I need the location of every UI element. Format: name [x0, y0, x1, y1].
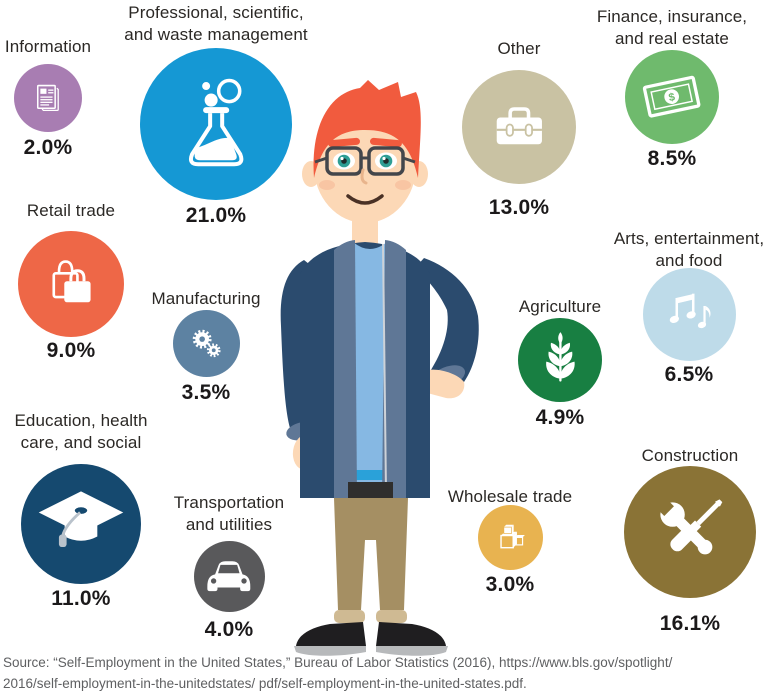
sector-circle [21, 464, 141, 584]
toolbox-icon [496, 106, 542, 144]
sector-label: Retail trade [26, 201, 116, 220]
sector-label: Education, health care, and social [14, 411, 148, 452]
sector-circle [477, 505, 543, 570]
sector-agriculture: Agriculture 4.9% [490, 296, 630, 430]
boxes-icon [499, 524, 525, 549]
sector-education: Education, health care, and social 11.0% [1, 410, 161, 611]
sector-finance: Finance, insurance, and real estate $ 8.… [592, 6, 752, 171]
sector-label: Wholesale trade [447, 487, 573, 506]
sector-circle [193, 541, 265, 612]
sector-circle [140, 48, 292, 200]
sector-percent: 6.5% [664, 363, 714, 386]
sector-percent: 8.5% [647, 147, 697, 170]
sector-retail: Retail trade 9.0% [1, 200, 141, 363]
sector-percent: 21.0% [185, 204, 247, 227]
sector-circle [172, 310, 240, 377]
sector-construction: Construction 16.1% [610, 445, 769, 636]
sector-percent: 3.0% [485, 573, 535, 596]
sector-information: Information 2.0% [0, 36, 118, 160]
source-note: Source: “Self-Employment in the United S… [3, 655, 673, 691]
graduation-cap-icon [38, 491, 124, 548]
sector-circle [624, 466, 756, 598]
sector-transportation: Transportation and utilities 4.0% [149, 492, 309, 642]
sector-circle [18, 231, 124, 337]
sector-other: Other 13.0% [449, 38, 589, 220]
gears-icon [192, 329, 221, 358]
sector-label: Information [4, 37, 92, 56]
sector-label: Professional, scientific, and waste mana… [124, 3, 308, 44]
wheat-icon [545, 331, 575, 382]
sector-label: Transportation and utilities [173, 493, 285, 534]
money-icon: $ [643, 76, 701, 118]
sector-circle [518, 318, 602, 402]
sector-percent: 3.5% [181, 381, 231, 404]
sector-wholesale: Wholesale trade 3.0% [430, 486, 590, 597]
sector-percent: 9.0% [46, 339, 96, 362]
sector-circle [14, 64, 82, 132]
music-notes-icon [669, 293, 711, 328]
wrench [654, 496, 713, 555]
car-icon [207, 560, 251, 591]
sector-circle [642, 268, 736, 361]
sector-manufacturing: Manufacturing 3.5% [136, 288, 276, 405]
sector-percent: 4.0% [204, 618, 254, 641]
shopping-bags-icon [52, 260, 91, 303]
sector-percent: 11.0% [51, 587, 111, 610]
sector-label: Construction [641, 446, 739, 465]
sector-label: Finance, insurance, and real estate [596, 7, 748, 48]
sector-circle [462, 70, 576, 184]
svg-text:$: $ [668, 92, 676, 105]
sector-percent: 4.9% [535, 406, 585, 429]
tools-icon [654, 496, 723, 555]
flask-icon [188, 78, 244, 167]
sector-circle: $ [625, 50, 719, 144]
sector-label: Agriculture [518, 297, 602, 316]
sector-label: Manufacturing [151, 289, 261, 308]
sector-percent: 2.0% [23, 136, 73, 159]
document-icon [37, 85, 60, 112]
sector-percent: 13.0% [488, 196, 550, 219]
sector-arts: Arts, entertainment, and food 6.5% [609, 228, 769, 387]
sector-label: Other [497, 39, 541, 58]
sector-professional: Professional, scientific, and waste mana… [106, 2, 326, 228]
sector-label: Arts, entertainment, and food [613, 229, 765, 270]
self-employed-man-illustration [280, 80, 479, 656]
sector-percent: 16.1% [659, 612, 721, 635]
